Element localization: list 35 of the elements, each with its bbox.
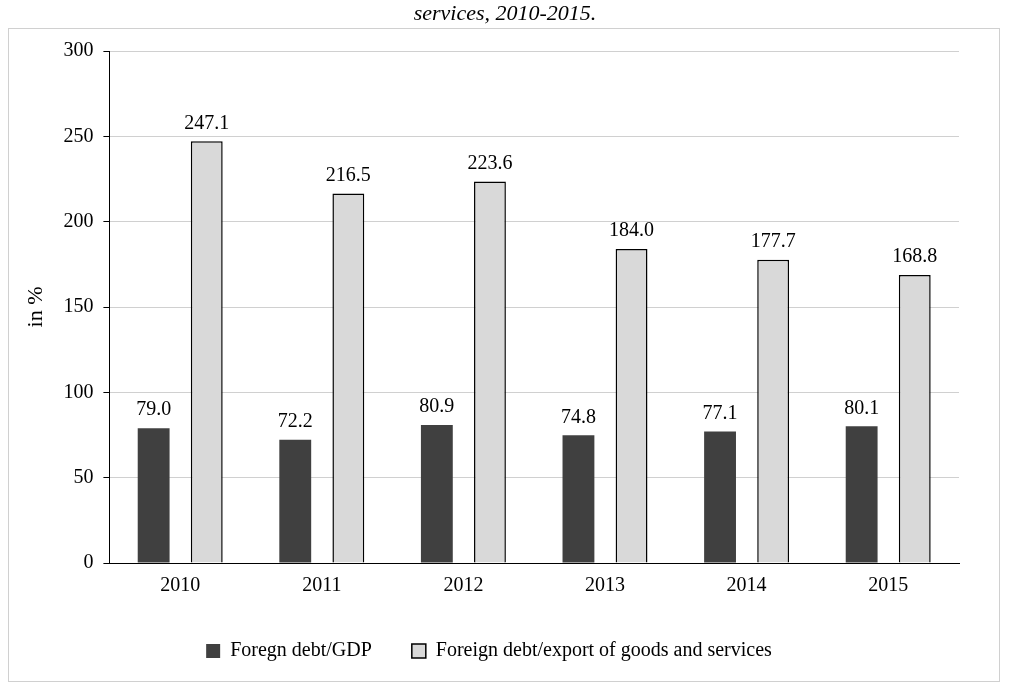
data-label: 247.1: [184, 110, 230, 133]
y-tick-label: 250: [63, 123, 94, 146]
legend-label: Foreign debt/export of goods and services: [435, 638, 773, 662]
x-tick-label: 2013: [585, 573, 625, 596]
bar: [704, 431, 736, 563]
x-tick-label: 2010: [160, 573, 201, 596]
data-label: 80.9: [419, 394, 455, 417]
x-tick-label: 2012: [443, 573, 484, 596]
x-tick-label: 2015: [868, 573, 909, 596]
y-tick-label: 150: [63, 294, 94, 317]
data-label: 223.6: [467, 150, 513, 173]
y-tick-label: 50: [73, 464, 94, 487]
data-label: 168.8: [892, 244, 938, 267]
y-tick-label: 200: [63, 208, 94, 231]
bar: [420, 424, 453, 563]
data-label: 184.0: [609, 218, 655, 241]
legend-label: Foregn debt/GDP: [230, 638, 372, 662]
data-label: 72.2: [277, 409, 313, 432]
y-tick-label: 100: [63, 379, 94, 402]
x-tick-label: 2014: [726, 573, 767, 596]
data-label: 79.0: [136, 397, 172, 420]
data-label: 74.8: [560, 404, 596, 427]
x-tick-label: 2011: [302, 573, 342, 596]
bar: [845, 426, 878, 563]
chart-title: services, 2010-2015.: [412, 0, 598, 26]
data-label: 77.1: [702, 400, 738, 423]
data-label: 177.7: [750, 228, 796, 251]
y-axis-title: in %: [21, 286, 47, 328]
bar: [279, 439, 312, 563]
data-label: 80.1: [844, 395, 880, 418]
bar: [562, 435, 595, 563]
y-tick-label: 300: [63, 38, 94, 61]
data-label: 216.5: [325, 162, 371, 185]
bar: [137, 428, 170, 563]
y-tick-label: 0: [83, 550, 94, 573]
